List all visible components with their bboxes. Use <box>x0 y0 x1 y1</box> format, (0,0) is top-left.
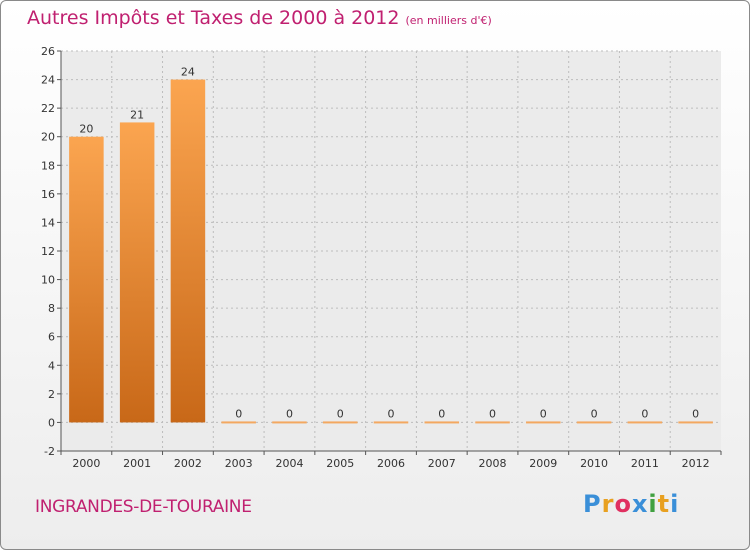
x-tick-label: 2007 <box>428 457 456 470</box>
bar <box>272 421 307 424</box>
x-tick-label: 2008 <box>479 457 507 470</box>
bar <box>424 421 460 424</box>
y-tick-label: 6 <box>48 331 55 344</box>
bar <box>69 136 104 423</box>
bar <box>627 421 663 424</box>
labels: -202468101214161820222426202000212001242… <box>41 45 710 470</box>
chart-title: Autres Impôts et Taxes de 2000 à 2012 (en… <box>27 7 492 29</box>
x-tick-label: 2006 <box>377 457 405 470</box>
y-tick-label: 20 <box>41 131 55 144</box>
x-tick-label: 2012 <box>682 457 710 470</box>
x-tick-label: 2009 <box>529 457 557 470</box>
x-tick-label: 2003 <box>225 457 253 470</box>
bar <box>322 421 358 424</box>
bar-value-label: 0 <box>286 407 293 420</box>
y-tick-label: 18 <box>41 159 55 172</box>
bar-value-label: 0 <box>235 407 242 420</box>
bar-value-label: 0 <box>388 407 395 420</box>
bar <box>576 421 612 424</box>
bar <box>119 122 155 423</box>
bar-value-label: 0 <box>337 407 344 420</box>
logo-letter: r <box>601 490 615 518</box>
bar <box>526 421 561 424</box>
bar <box>373 421 409 424</box>
bar <box>221 421 256 424</box>
commune-name: INGRANDES-DE-TOURAINE <box>35 497 252 517</box>
x-tick-label: 2000 <box>72 457 100 470</box>
bar <box>475 421 510 424</box>
bar <box>170 79 206 423</box>
x-tick-label: 2010 <box>580 457 608 470</box>
y-tick-label: 22 <box>41 102 55 115</box>
logo-letter: i <box>648 490 658 518</box>
x-tick-label: 2002 <box>174 457 202 470</box>
unit-note: (en milliers d'€) <box>405 14 492 27</box>
bar-value-label: 21 <box>130 108 144 121</box>
y-tick-label: 24 <box>41 74 55 87</box>
y-tick-label: 16 <box>41 188 55 201</box>
logo-letter: t <box>657 490 671 518</box>
logo-letter: P <box>583 490 602 518</box>
bars <box>69 79 713 424</box>
logo-letter: i <box>670 490 680 518</box>
logo-letter: x <box>631 490 649 518</box>
y-tick-label: 4 <box>48 359 55 372</box>
y-tick-label: 12 <box>41 245 55 258</box>
logo-letter: o <box>614 490 632 518</box>
bar <box>678 421 713 424</box>
grid-lines <box>61 50 721 452</box>
bar-value-label: 20 <box>79 123 93 136</box>
bar-value-label: 24 <box>181 66 195 79</box>
x-tick-label: 2005 <box>326 457 354 470</box>
y-tick-label: -2 <box>44 445 55 458</box>
bar-value-label: 0 <box>591 407 598 420</box>
axes <box>57 50 722 455</box>
y-tick-label: 14 <box>41 216 55 229</box>
bar-value-label: 0 <box>540 407 547 420</box>
y-tick-label: 26 <box>41 45 55 58</box>
y-tick-label: 8 <box>48 302 55 315</box>
proxiti-logo: Proxiti <box>583 490 679 518</box>
x-tick-label: 2001 <box>123 457 151 470</box>
x-tick-label: 2004 <box>275 457 303 470</box>
bar-value-label: 0 <box>489 407 496 420</box>
chart-title-text: Autres Impôts et Taxes de 2000 à 2012 <box>27 7 400 29</box>
y-tick-label: 0 <box>48 416 55 429</box>
bar-value-label: 0 <box>641 407 648 420</box>
bar-value-label: 0 <box>438 407 445 420</box>
y-tick-label: 10 <box>41 274 55 287</box>
bar-value-label: 0 <box>692 407 699 420</box>
y-tick-label: 2 <box>48 388 55 401</box>
x-tick-label: 2011 <box>631 457 659 470</box>
